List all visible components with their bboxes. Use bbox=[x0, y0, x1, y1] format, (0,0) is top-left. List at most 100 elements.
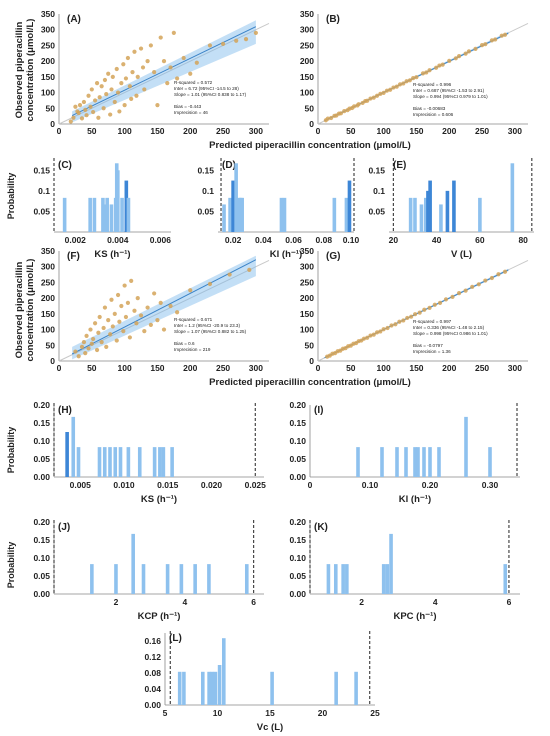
y-tick-label: 50 bbox=[305, 340, 315, 350]
x-tick-label: 150 bbox=[409, 126, 423, 136]
y-tick-label: 0.10 bbox=[33, 553, 50, 563]
data-point bbox=[125, 300, 131, 305]
probability-bar bbox=[161, 447, 166, 477]
data-point bbox=[76, 354, 81, 359]
shared-xlabel-top: Predicted piperacillin concentration (μm… bbox=[209, 140, 411, 151]
data-point bbox=[134, 321, 139, 326]
x-tick-label: 20 bbox=[389, 235, 399, 245]
probability-bar bbox=[419, 204, 424, 232]
x-tick-label: 40 bbox=[432, 235, 442, 245]
x-tick-label: 150 bbox=[150, 363, 164, 373]
stats-line: R-squared = 0.671 bbox=[174, 317, 213, 322]
data-point bbox=[479, 43, 485, 48]
x-axis-label: KPC (h⁻¹) bbox=[393, 611, 436, 622]
y-tick-label: 100 bbox=[300, 325, 314, 335]
data-point bbox=[91, 336, 96, 342]
data-point bbox=[102, 77, 108, 83]
data-point bbox=[391, 85, 396, 90]
data-point bbox=[81, 99, 87, 105]
panel-label: (L) bbox=[169, 633, 182, 644]
data-point bbox=[437, 300, 443, 305]
probability-label-j: Probability bbox=[6, 542, 16, 589]
data-point bbox=[158, 300, 163, 305]
probability-bar bbox=[416, 447, 420, 477]
probability-bar bbox=[114, 564, 118, 594]
data-point bbox=[91, 109, 96, 115]
y-tick-label: 100 bbox=[41, 325, 55, 335]
data-point bbox=[110, 324, 115, 329]
stats-line: Inter = 0.336 (95%CI -1.48 to 2.15) bbox=[413, 325, 485, 330]
data-point bbox=[117, 109, 122, 114]
y-tick-label: 0.10 bbox=[289, 553, 306, 563]
data-point bbox=[155, 103, 160, 108]
probability-bar bbox=[341, 564, 345, 594]
regression-line bbox=[71, 259, 257, 355]
x-axis-label: Vc (L) bbox=[257, 722, 283, 733]
data-point bbox=[422, 307, 427, 312]
data-point bbox=[502, 32, 508, 37]
y-tick-label: 0.00 bbox=[33, 589, 50, 599]
probability-bar bbox=[109, 204, 114, 232]
data-point bbox=[168, 303, 173, 309]
probability-bar bbox=[354, 671, 358, 705]
probability-bar bbox=[389, 533, 393, 594]
probability-bar bbox=[108, 447, 112, 477]
probability-bar bbox=[193, 564, 197, 594]
y-tick-label: 0.15 bbox=[289, 418, 306, 428]
x-tick-label: 0 bbox=[308, 480, 313, 490]
data-point bbox=[86, 346, 91, 351]
stats-line: Slope = 0.998 (95%CI 0.986 to 1.01) bbox=[413, 331, 488, 336]
probability-bar bbox=[381, 564, 386, 594]
x-tick-label: 0.025 bbox=[245, 480, 267, 490]
panel-l: (L) 5 10 15 20 25 0.00 0.04 0.08 0.12 0.16 Vc (L) bbox=[144, 631, 380, 733]
data-point bbox=[109, 87, 114, 92]
y-tick-label: 0.1 bbox=[202, 186, 214, 196]
data-point bbox=[135, 74, 140, 79]
y-tick-label: 0.10 bbox=[289, 436, 306, 446]
data-point bbox=[427, 68, 432, 73]
y-tick-label: 200 bbox=[41, 56, 55, 66]
panel-b: (B) 0 50 100 150 200 250 300 0 50 100 150 200 250 300 3… bbox=[300, 9, 529, 136]
x-axis-label: KCP (h⁻¹) bbox=[138, 611, 181, 622]
data-point bbox=[104, 344, 109, 349]
probability-bar bbox=[65, 432, 69, 477]
x-tick-label: 0.02 bbox=[225, 235, 242, 245]
y-tick-label: 100 bbox=[300, 88, 314, 98]
data-point bbox=[138, 313, 144, 318]
x-tick-label: 150 bbox=[409, 363, 423, 373]
probability-bar bbox=[464, 416, 468, 477]
panel-label: (I) bbox=[314, 405, 323, 416]
data-point bbox=[374, 93, 380, 98]
y-tick-label: 0.15 bbox=[289, 535, 306, 545]
data-point bbox=[99, 84, 104, 89]
data-point bbox=[466, 49, 472, 54]
probability-bar bbox=[437, 447, 441, 477]
probability-bar bbox=[408, 197, 413, 232]
data-point bbox=[397, 319, 402, 324]
data-point bbox=[99, 340, 104, 345]
y-tick-label: 100 bbox=[41, 88, 55, 98]
data-point bbox=[437, 63, 442, 68]
probability-bar bbox=[347, 180, 352, 232]
data-point bbox=[161, 59, 167, 64]
x-tick-label: 300 bbox=[249, 126, 263, 136]
y-tick-label: 0.00 bbox=[33, 472, 50, 482]
data-point bbox=[68, 119, 73, 124]
data-point bbox=[155, 318, 160, 323]
data-point bbox=[122, 283, 127, 288]
probability-bar bbox=[445, 190, 450, 232]
data-point bbox=[325, 116, 330, 121]
probability-bar bbox=[270, 671, 274, 705]
panel-label: (C) bbox=[58, 160, 72, 171]
panel-label: (G) bbox=[326, 251, 340, 262]
data-point bbox=[135, 296, 140, 301]
x-tick-label: 80 bbox=[518, 235, 528, 245]
y-tick-label: 0.10 bbox=[33, 436, 50, 446]
x-tick-label: 0.005 bbox=[70, 480, 92, 490]
data-point bbox=[227, 272, 232, 277]
panel-label: (J) bbox=[58, 522, 70, 533]
data-point bbox=[138, 46, 144, 51]
data-point bbox=[108, 112, 113, 117]
y-tick-label: 0.12 bbox=[144, 652, 161, 662]
data-point bbox=[371, 95, 376, 100]
